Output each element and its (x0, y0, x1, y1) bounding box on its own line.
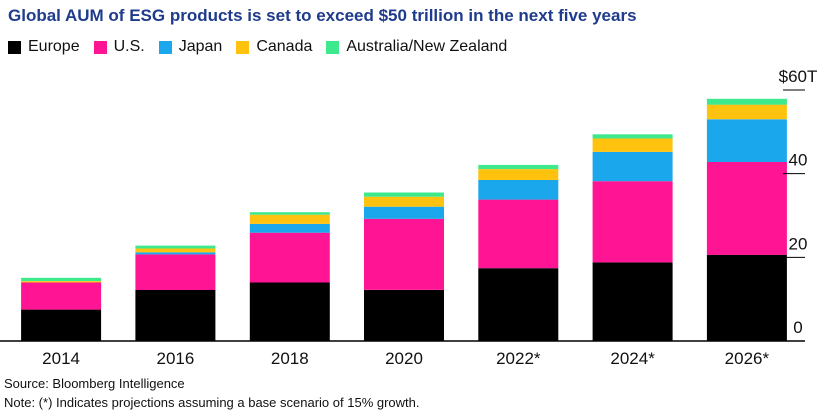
source-note: Source: Bloomberg Intelligence (4, 376, 185, 391)
x-tick-label: 2016 (156, 349, 194, 368)
bar-segment-japan-2020 (364, 206, 444, 219)
bar-segment-europe-2018 (249, 282, 330, 341)
x-tick-label: 2026* (725, 349, 770, 368)
bar-segment-u-s--2026 (706, 162, 787, 255)
y-tick-label: $60T (779, 67, 818, 86)
bar-segment-japan-2026 (706, 119, 787, 162)
legend-item-australia-nz: Australia/New Zealand (326, 38, 507, 56)
bar-segment-canada-2022 (478, 169, 559, 180)
y-tick-label: 20 (789, 234, 808, 253)
bar-segment-u-s--2022 (478, 199, 559, 269)
bar-segment-u-s--2016 (135, 254, 216, 290)
legend-swatch-japan (158, 40, 172, 54)
bar-segment-canada-2018 (249, 214, 330, 224)
bar-segment-japan-2024 (592, 151, 673, 182)
projection-note: Note: (*) Indicates projections assuming… (4, 395, 420, 410)
chart-title: Global AUM of ESG products is set to exc… (8, 6, 637, 25)
bar-segment-u-s--2014 (21, 282, 102, 310)
bar-segment-canada-2026 (706, 104, 787, 120)
bar-segment-canada-2024 (592, 138, 673, 152)
bar-segment-europe-2022 (478, 268, 559, 341)
bar-segment-australia-new-zealand-2022 (478, 164, 559, 170)
bar-segment-australia-new-zealand-2016 (135, 245, 216, 249)
x-tick-label: 2024* (610, 349, 655, 368)
bar-segment-australia-new-zealand-2026 (706, 98, 787, 105)
legend-item-us: U.S. (93, 38, 145, 56)
bar-segment-europe-2020 (364, 290, 444, 341)
x-tick-label: 2014 (42, 349, 80, 368)
x-tick-label: 2022* (496, 349, 541, 368)
bar-segment-europe-2024 (592, 262, 673, 341)
legend: Europe U.S. Japan Canada Australia/New Z… (8, 38, 521, 56)
x-tick-label: 2020 (385, 349, 423, 368)
legend-label-australia-nz: Australia/New Zealand (346, 38, 508, 55)
legend-swatch-canada (236, 40, 250, 54)
legend-swatch-europe (8, 40, 21, 54)
bar-segment-australia-new-zealand-2020 (364, 192, 444, 197)
bar-segment-japan-2016 (135, 252, 216, 255)
legend-label-us: U.S. (113, 38, 145, 55)
legend-item-canada: Canada (236, 38, 312, 56)
legend-item-japan: Japan (158, 38, 223, 56)
bar-segment-canada-2014 (21, 281, 102, 283)
bar-segment-japan-2018 (249, 223, 330, 233)
x-tick-label: 2018 (271, 349, 309, 368)
bar-segment-u-s--2018 (249, 232, 330, 283)
legend-label-canada: Canada (256, 38, 313, 55)
y-tick-label: 0 (793, 318, 802, 337)
bar-segment-canada-2020 (364, 196, 444, 207)
bar-segment-u-s--2024 (592, 181, 673, 263)
bar-segment-australia-new-zealand-2018 (249, 212, 330, 215)
bar-segment-canada-2016 (135, 248, 216, 253)
bar-segment-europe-2016 (135, 290, 216, 341)
bar-segment-japan-2022 (478, 179, 559, 200)
legend-item-europe: Europe (8, 38, 80, 56)
legend-label-europe: Europe (28, 38, 80, 55)
legend-swatch-australia-nz (326, 40, 340, 54)
bar-segment-europe-2026 (706, 254, 787, 341)
legend-swatch-us (93, 40, 107, 54)
bar-segment-u-s--2020 (364, 218, 444, 290)
y-tick-label: 40 (789, 151, 808, 170)
legend-label-japan: Japan (178, 38, 223, 55)
bar-segment-australia-new-zealand-2024 (592, 134, 673, 139)
bar-segment-europe-2014 (21, 309, 102, 341)
bar-segment-australia-new-zealand-2014 (21, 277, 102, 282)
